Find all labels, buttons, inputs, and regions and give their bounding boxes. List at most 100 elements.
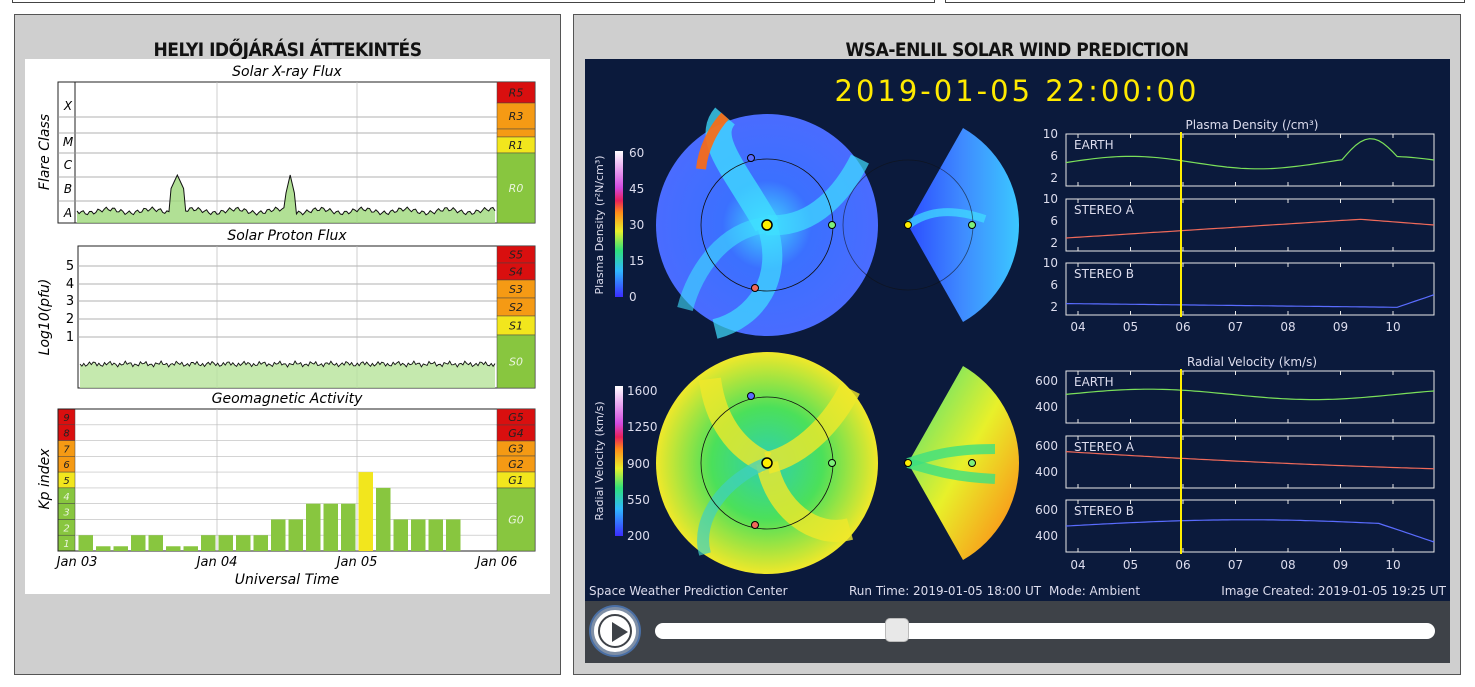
density-0-label: EARTH [1074, 138, 1114, 152]
solar-wind-panel: WSA-ENLIL SOLAR WIND PREDICTION [573, 14, 1461, 675]
velocity-colorbar [615, 386, 623, 536]
kp-bar-8 [218, 535, 233, 551]
density-colorbar [615, 151, 623, 297]
xray-grid [57, 81, 536, 224]
footer-created: Image Created: 2019-01-05 19:25 UT [1221, 584, 1446, 598]
density-2-plot: 10 6 2 STEREO B [1043, 256, 1435, 316]
proton-scale-label-s3: S3 [509, 283, 523, 296]
enlil-prediction-svg: 2019-01-05 22:00:00 Plasma Density (r²N/… [589, 74, 1447, 598]
earth-marker-velocity-wedge [968, 459, 976, 467]
sun-marker-density [761, 219, 773, 231]
kp-bar-16 [358, 472, 373, 551]
play-icon [612, 622, 628, 642]
density-2-label: STEREO B [1074, 267, 1134, 281]
xray-class-a: A [63, 206, 72, 220]
proton-radiation-scale: S5 S4 S3 S2 S1 S0 [496, 245, 536, 389]
geomag-grid [57, 408, 536, 552]
stereo-a-marker-density [751, 284, 759, 292]
xray-class-x: X [63, 99, 73, 113]
xray-flux-line [76, 173, 496, 216]
velocity-1-ytick-0: 600 [1035, 439, 1058, 453]
geomag-scale-label-g2: G2 [508, 458, 524, 471]
sun-marker-density-wedge [904, 221, 912, 229]
kp-level-label-1: 1 [63, 539, 69, 550]
kp-bar-15 [341, 503, 356, 551]
space-weather-overview-svg: Solar X-ray Flux Flare Class X M C B A R… [37, 64, 536, 588]
density-cbar-tick-0: 0 [629, 290, 637, 304]
kp-bar-2 [113, 546, 128, 551]
proton-flux-line [79, 360, 496, 368]
top-left-frame [12, 0, 935, 3]
velocity-1-curve [1065, 451, 1435, 470]
xray-scale-label-r5: R5 [509, 87, 524, 100]
density-0-ytick-1: 6 [1050, 149, 1058, 163]
sun-marker-velocity [761, 457, 773, 469]
geomag-scale-label-g4: G4 [508, 427, 524, 440]
xray-class-b: B [64, 182, 72, 196]
velocity-cbar-tick-550: 550 [627, 493, 650, 507]
footer-center: Space Weather Prediction Center [589, 584, 788, 598]
kp-level-label-9: 9 [63, 413, 69, 424]
density-1-ytick-2: 2 [1050, 236, 1058, 250]
stereo-a-marker-velocity [751, 521, 759, 529]
density-0-ytick-0: 10 [1043, 127, 1058, 141]
kp-bar-11 [271, 519, 286, 551]
velocity-0-curve [1065, 388, 1435, 401]
kp-bar-14 [323, 503, 338, 551]
proton-ylabel: Log10(pfu) [37, 279, 53, 356]
density-day-tick-04: 04 [1070, 320, 1085, 334]
kp-bar-13 [306, 503, 321, 551]
sun-marker-velocity-wedge [904, 459, 912, 467]
earth-marker-velocity [828, 459, 836, 467]
play-button[interactable] [591, 607, 639, 655]
velocity-day-tick-07: 07 [1228, 558, 1243, 572]
footer-run-time: Run Time: 2019-01-05 18:00 UT [849, 584, 1042, 598]
density-2-frame [1065, 262, 1435, 316]
velocity-cbar-tick-900: 900 [627, 457, 650, 471]
proton-scale-label-s0: S0 [509, 356, 523, 369]
animation-player [585, 601, 1450, 663]
timeline-slider[interactable] [655, 623, 1435, 639]
geomag-scale-label-g3: G3 [508, 443, 524, 456]
geomag-scale-label-g1: G1 [508, 474, 524, 487]
proton-scale-band-5 [496, 334, 536, 389]
enlil-prediction-image: 2019-01-05 22:00:00 Plasma Density (r²N/… [585, 59, 1450, 601]
xray-flux-fill [77, 175, 495, 223]
xray-scale-label-r0: R0 [509, 182, 524, 195]
velocity-plot-title: Radial Velocity (km/s) [1187, 355, 1317, 369]
xray-ylabel: Flare Class [37, 114, 53, 190]
velocity-1-plot: 600 400 STEREO A [1035, 435, 1435, 489]
proton-scale-label-s1: S1 [509, 320, 523, 333]
velocity-day-tick-10: 10 [1385, 558, 1400, 572]
density-cbar-tick-60: 60 [629, 146, 644, 160]
kp-level-label-4: 4 [63, 492, 69, 503]
velocity-0-ytick-0: 600 [1035, 374, 1058, 388]
density-day-tick-07: 07 [1228, 320, 1243, 334]
earth-marker-density-wedge [968, 221, 976, 229]
footer-mode: Mode: Ambient [1049, 584, 1140, 598]
kp-bar-10 [253, 535, 268, 551]
date-tick-jan04: Jan 04 [194, 555, 238, 570]
kp-bar-12 [288, 519, 303, 551]
velocity-0-plot: 600 400 EARTH [1035, 370, 1435, 424]
local-weather-panel: HELYI IDŐJÁRÁSI ÁTTEKINTÉS Solar X-ray F… [14, 14, 561, 675]
kp-level-label-5: 5 [63, 476, 69, 487]
velocity-0-ytick-1: 400 [1035, 400, 1058, 414]
timeline-slider-handle[interactable] [884, 618, 909, 642]
space-weather-overview-chart: Solar X-ray Flux Flare Class X M C B A R… [25, 59, 550, 594]
xray-class-m: M [63, 135, 74, 149]
velocity-day-tick-05: 05 [1123, 558, 1138, 572]
geomag-title: Geomagnetic Activity [212, 391, 363, 407]
kp-bar-4 [148, 535, 163, 551]
xray-scale-band-4 [496, 152, 536, 224]
kp-bar-17 [376, 487, 391, 551]
xray-flux-trace [76, 173, 496, 223]
density-2-ytick-0: 10 [1043, 256, 1058, 270]
density-day-tick-06: 06 [1175, 320, 1190, 334]
velocity-day-tick-08: 08 [1280, 558, 1295, 572]
kp-bar-18 [393, 519, 408, 551]
kp-bar-9 [236, 535, 251, 551]
density-1-plot: 10 6 2 STEREO A [1043, 192, 1435, 252]
velocity-ecliptic-disk [656, 352, 878, 574]
density-2-ytick-2: 2 [1050, 300, 1058, 314]
